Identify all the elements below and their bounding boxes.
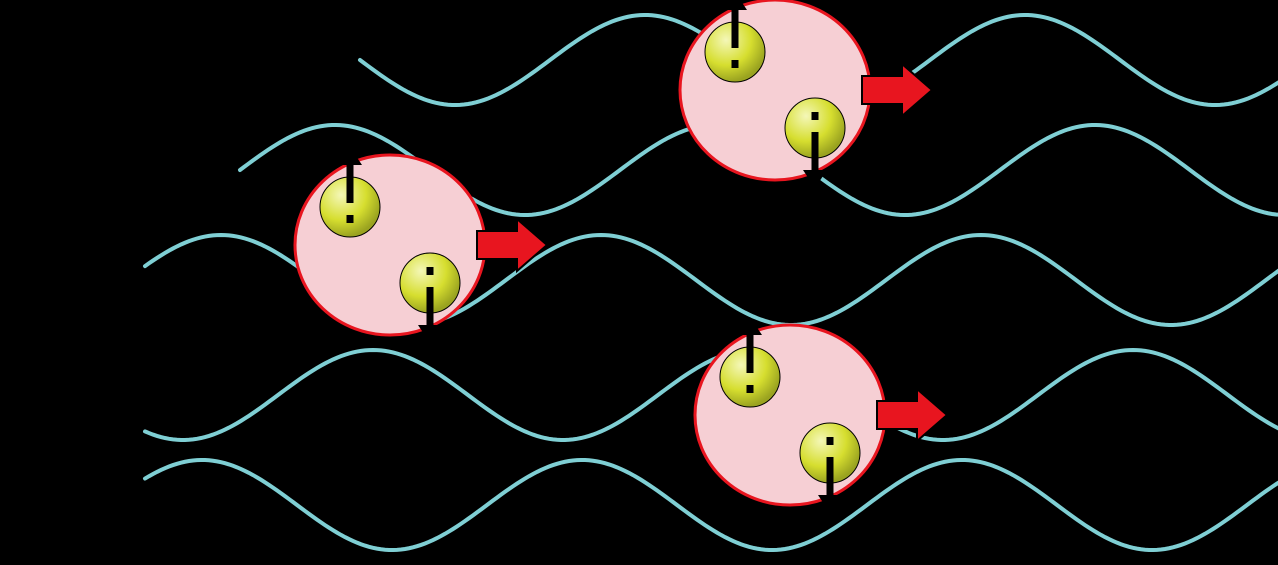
cooper-pair-0 (295, 147, 547, 343)
cooper-pair-2 (695, 317, 947, 513)
spin-down-arrow-icon (418, 325, 442, 343)
spin-down-arrow-icon (818, 495, 842, 513)
cooper-pair-1 (680, 0, 932, 188)
velocity-arrow-icon (862, 64, 932, 116)
pair-ellipse-icon (695, 325, 885, 505)
wave-line-4 (145, 460, 1278, 550)
spin-up-arrow-icon (723, 0, 747, 10)
spin-up-arrow-icon (338, 147, 362, 165)
velocity-arrow-icon (477, 219, 547, 271)
pair-ellipse-icon (295, 155, 485, 335)
physics-diagram (0, 0, 1278, 565)
pair-ellipse-icon (680, 0, 870, 180)
